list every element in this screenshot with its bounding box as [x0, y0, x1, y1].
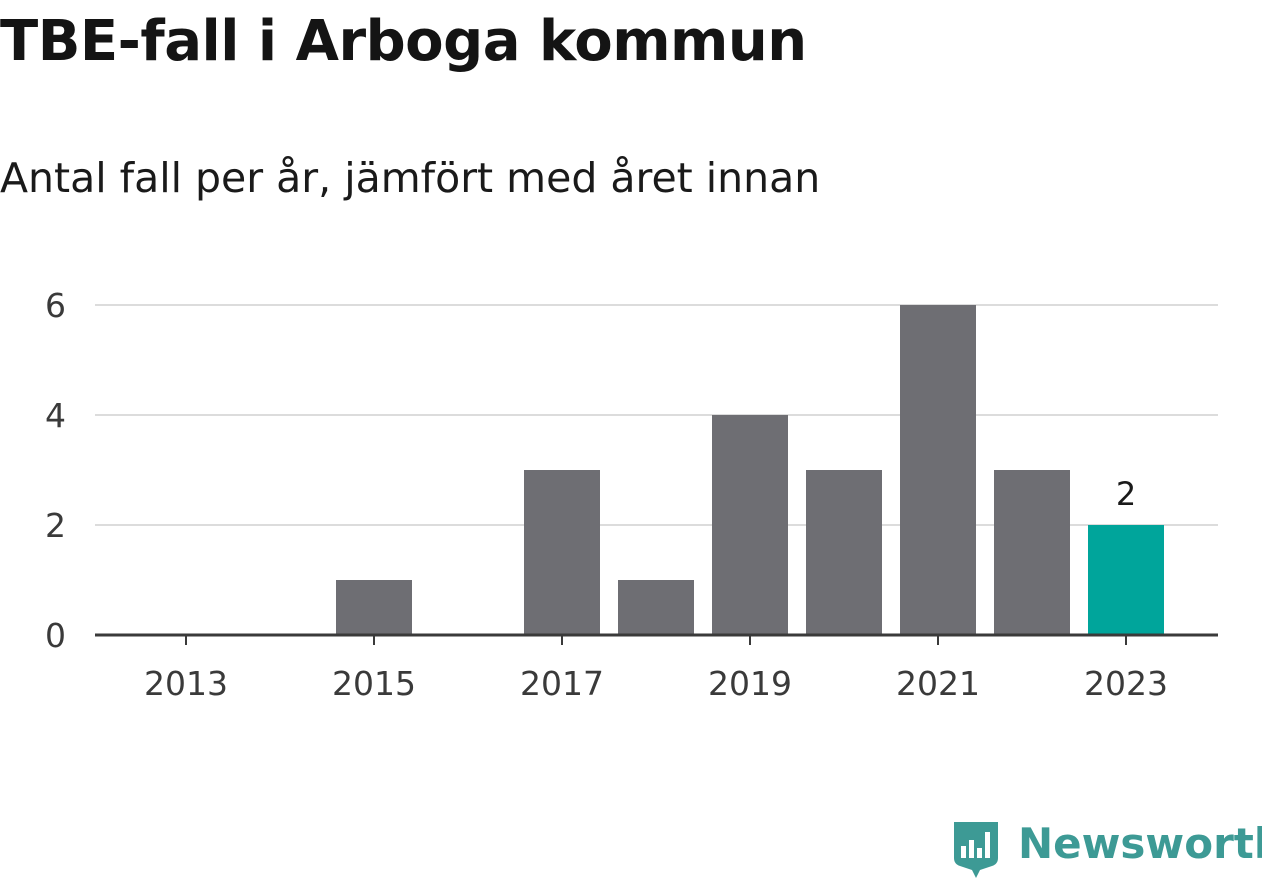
y-tick-label: 2 [45, 506, 66, 545]
logo-text: Newsworthy [1018, 819, 1262, 868]
bar [1088, 525, 1164, 635]
newsworthy-logo: Newsworthy [950, 818, 1262, 878]
bar [712, 415, 788, 635]
bar [524, 470, 600, 635]
x-tick-label: 2015 [332, 664, 416, 703]
x-tick-label: 2017 [520, 664, 604, 703]
bars [336, 305, 1164, 635]
bar [618, 580, 694, 635]
chart-title: TBE-fall i Arboga kommun [0, 9, 807, 74]
chart-subtitle: Antal fall per år, jämfört med året inna… [0, 154, 821, 202]
y-tick-label: 4 [45, 396, 66, 435]
x-tick-label: 2013 [144, 664, 228, 703]
bar [806, 470, 882, 635]
y-tick-label: 0 [45, 616, 66, 655]
bar-chart-badge-icon [954, 822, 998, 878]
bar [336, 580, 412, 635]
x-tick-label: 2019 [708, 664, 792, 703]
x-tick-label: 2023 [1084, 664, 1168, 703]
labels: 0 2 4 6 2013 2015 2017 2019 2021 2023 2 [45, 286, 1168, 703]
data-label: 2 [1116, 475, 1136, 513]
y-tick-label: 6 [45, 286, 66, 325]
bar [994, 470, 1070, 635]
bar [900, 305, 976, 635]
x-tick-label: 2021 [896, 664, 980, 703]
axes [95, 633, 1218, 645]
